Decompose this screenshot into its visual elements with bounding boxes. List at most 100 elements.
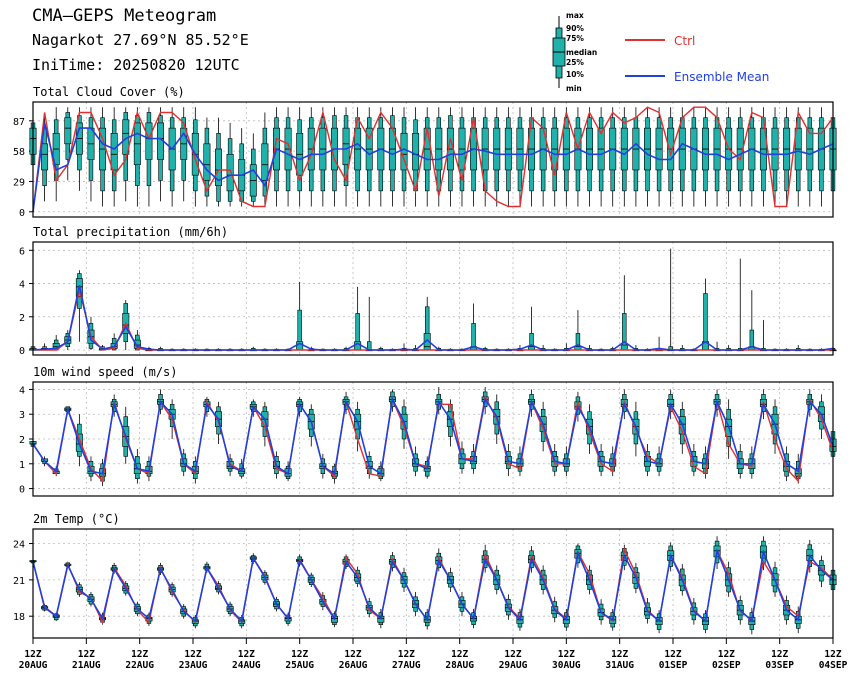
x-tick-date: 27AUG [392, 660, 421, 671]
x-axis: 12Z20AUG12Z21AUG12Z22AUG12Z23AUG12Z24AUG… [19, 638, 848, 671]
box-plot [597, 107, 605, 207]
x-tick-date: 25AUG [285, 660, 314, 671]
box-plot [644, 107, 651, 207]
box-plot [296, 281, 304, 351]
x-tick-hour: 12Z [291, 649, 308, 660]
box-plot [168, 107, 176, 207]
box-plot [655, 107, 663, 207]
box-plot [736, 258, 744, 352]
box-plot [296, 107, 304, 207]
box-plot [284, 107, 292, 207]
box-plot [388, 107, 396, 207]
box-inner [64, 117, 72, 145]
box-plot [586, 107, 594, 207]
box-plot [817, 107, 825, 207]
x-tick-hour: 12Z [558, 649, 575, 660]
panel-title: Total Cloud Cover (%) [33, 85, 185, 99]
x-tick-hour: 12Z [718, 649, 735, 660]
ensemble-mean-line [32, 396, 834, 476]
legend-box-label: 75% [566, 34, 584, 43]
x-tick-hour: 12Z [238, 649, 255, 660]
location-label: Nagarkot 27.69°N 85.52°E [32, 31, 249, 49]
box-outer [622, 313, 627, 351]
x-tick-date: 04SEP [819, 660, 848, 671]
y-tick-label: 18 [13, 612, 25, 623]
box-plot [504, 107, 512, 207]
panel-1: Total Cloud Cover (%) 0 29 58 87 [13, 85, 837, 219]
x-tick-hour: 12Z [664, 649, 681, 660]
x-tick-hour: 12Z [771, 649, 788, 660]
x-tick-hour: 12Z [824, 649, 841, 660]
x-tick-hour: 12Z [78, 649, 95, 660]
panel-frame [32, 381, 834, 497]
box-inner [226, 153, 234, 192]
box-plot [470, 107, 478, 207]
y-tick-label: 0 [19, 346, 25, 357]
box-inner [620, 344, 628, 351]
box-plot [435, 107, 443, 207]
x-tick-date: 24AUG [232, 660, 261, 671]
x-tick-date: 28AUG [445, 660, 474, 671]
x-tick-hour: 12Z [184, 649, 201, 660]
y-tick-label: 4 [19, 280, 25, 291]
panel-title: Total precipitation (mm/6h) [33, 225, 228, 239]
box-plot [307, 404, 315, 447]
y-tick-label: 1 [19, 460, 25, 471]
box-plot [87, 316, 95, 351]
ctrl-line [32, 106, 834, 212]
panel-3: 10m wind speed (m/s) 0 1 2 3 4 [19, 365, 837, 497]
panels: Total Cloud Cover (%) 0 29 58 87 Total precip… [13, 85, 837, 639]
box-inner [110, 133, 118, 171]
box-plot [423, 107, 431, 207]
x-tick-hour: 12Z [611, 649, 628, 660]
box-plot [342, 107, 350, 207]
y-tick-label: 0 [19, 485, 25, 496]
box-plot [122, 107, 130, 202]
panel-title: 2m Temp (°C) [33, 512, 120, 526]
box-plot [759, 320, 767, 352]
box-plot [87, 107, 95, 202]
box-plot [215, 117, 222, 207]
box-plot [609, 107, 617, 207]
box-plot [539, 107, 547, 207]
box-plot [157, 107, 165, 202]
y-tick-label: 3 [19, 410, 25, 421]
y-tick-label: 58 [13, 147, 25, 158]
box-plot [400, 107, 408, 207]
box-plot [99, 107, 107, 207]
ensemble-mean-line [32, 285, 834, 351]
x-tick-date: 01SEP [659, 660, 688, 671]
panel-frame [32, 101, 834, 218]
box-inner [261, 143, 269, 181]
box-inner [412, 133, 420, 171]
box-plot [701, 278, 709, 351]
box-plot [806, 107, 814, 207]
panel-4: 2m Temp (°C) 18 21 24 [13, 512, 837, 639]
ctrl-line [32, 547, 834, 625]
box-plot [493, 107, 501, 207]
box-plot [470, 303, 478, 351]
y-tick-label: 2 [19, 313, 25, 324]
box-plot [574, 310, 582, 351]
box-plot [632, 107, 640, 207]
box-plot [307, 107, 315, 207]
box-plot [446, 107, 454, 207]
x-tick-date: 03SEP [765, 660, 794, 671]
x-tick-hour: 12Z [451, 649, 468, 660]
box-inner [215, 148, 222, 186]
box-inner [41, 143, 49, 171]
box-plot [620, 275, 628, 351]
box-inner [203, 143, 211, 181]
box-plot [377, 107, 385, 207]
box-plot [690, 107, 698, 207]
box-plot [203, 117, 211, 207]
y-tick-label: 4 [19, 385, 25, 396]
legend-box-label: 90% [566, 24, 584, 33]
panel-2: Total precipitation (mm/6h) 0 2 4 6 [19, 225, 837, 357]
box-plot [75, 270, 83, 342]
y-tick-label: 29 [13, 177, 25, 188]
box-inner [342, 127, 350, 166]
box-plot [226, 122, 234, 207]
